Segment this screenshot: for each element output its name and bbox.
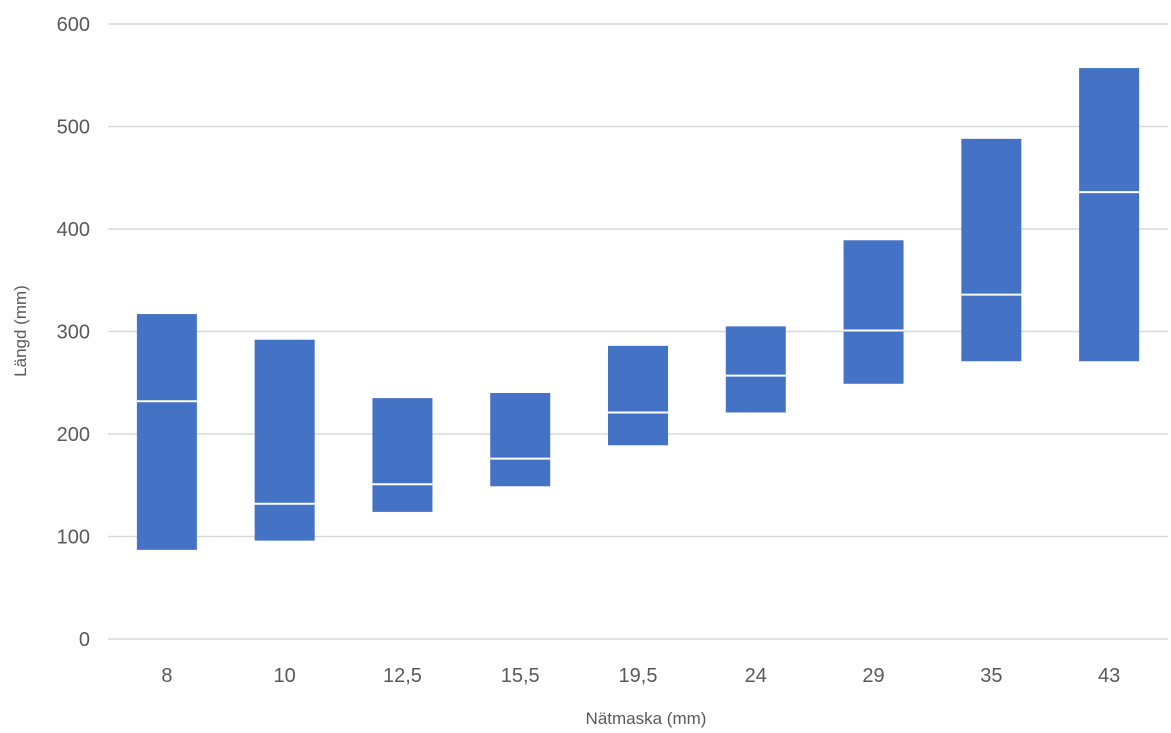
y-tick-label: 100 [57, 527, 90, 549]
x-tick-label: 35 [980, 665, 1002, 687]
x-tick-label: 12,5 [383, 665, 422, 687]
x-axis-title: Nätmaska (mm) [586, 709, 707, 728]
box-8 [136, 314, 197, 550]
y-tick-label: 200 [57, 424, 90, 446]
y-axis-tick-labels: 0 100 200 300 400 500 600 [57, 14, 90, 651]
box-43 [1079, 68, 1140, 362]
boxes [136, 68, 1140, 550]
box-35 [961, 138, 1022, 362]
y-tick-label: 400 [57, 219, 90, 241]
x-tick-label: 8 [161, 665, 172, 687]
y-tick-label: 0 [79, 629, 90, 651]
box-24 [725, 326, 786, 413]
x-tick-label: 29 [862, 665, 884, 687]
box-12,5 [372, 398, 433, 512]
y-axis-title: Längd (mm) [11, 285, 30, 377]
y-tick-label: 500 [57, 117, 90, 139]
box-19,5 [608, 345, 668, 446]
box-15,5 [490, 393, 551, 487]
box-29 [843, 240, 904, 384]
x-axis-tick-labels: 8 10 12,5 15,5 19,5 24 29 35 43 [161, 665, 1120, 687]
x-tick-label: 10 [274, 665, 296, 687]
y-tick-label: 600 [57, 14, 90, 36]
x-tick-label: 15,5 [501, 665, 540, 687]
x-tick-label: 24 [745, 665, 767, 687]
x-tick-label: 19,5 [619, 665, 658, 687]
x-tick-label: 43 [1098, 665, 1120, 687]
box-10 [254, 339, 315, 541]
y-tick-label: 300 [57, 322, 90, 344]
